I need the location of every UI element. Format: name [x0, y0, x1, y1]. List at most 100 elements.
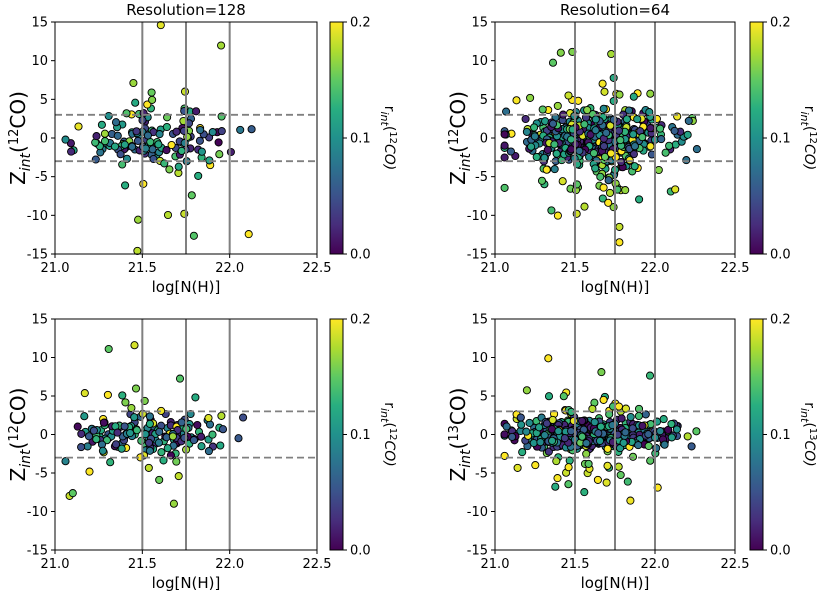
- scatter-point: [593, 475, 602, 484]
- scatter-point: [217, 41, 226, 50]
- cb-label-tail: CO): [381, 441, 397, 467]
- scatter-point: [589, 149, 598, 158]
- scatter-point: [512, 96, 521, 105]
- y-label-main: Z: [6, 171, 30, 185]
- scatter-point: [155, 475, 164, 484]
- scatter-point: [682, 156, 691, 165]
- scatter-point: [120, 140, 129, 149]
- y-tick-label: 5: [480, 390, 488, 405]
- scatter-point: [247, 125, 256, 134]
- scatter-point: [638, 133, 647, 142]
- scatter-point: [521, 114, 530, 124]
- scatter-point: [145, 419, 154, 428]
- scatter-point: [598, 79, 607, 88]
- x-tick-label: 21.0: [41, 557, 70, 572]
- scatter-point: [629, 92, 638, 101]
- scatter-point: [157, 448, 166, 457]
- x-axis-label: log[N(H)]: [581, 574, 650, 592]
- scatter-point: [189, 436, 198, 445]
- scatter-point: [172, 457, 181, 466]
- panel-4: 21.0 21.5 22.0 22.5 15 10 5 0 -5 -10 -15 log[N(H)] Z…: [446, 313, 818, 593]
- y-label-main: Z: [446, 468, 470, 482]
- scatter-point: [564, 91, 573, 100]
- scatter-point: [604, 198, 613, 207]
- scatter-point: [113, 428, 122, 437]
- y-tick-label: 5: [40, 93, 48, 108]
- y-label-paren: (: [6, 145, 30, 153]
- y-axis-label-text: Zint(13CO): [446, 388, 474, 482]
- x-tick-label: 22.0: [641, 261, 670, 276]
- colorbar-label-text: rint(12CO): [798, 106, 818, 171]
- y-axis-label: Zint(13CO): [446, 388, 474, 482]
- scatter-point: [683, 130, 692, 139]
- scatter-point: [205, 420, 215, 429]
- scatter-point: [626, 412, 635, 422]
- scatter-point: [194, 171, 203, 180]
- panel-title: Resolution=64: [560, 1, 670, 19]
- scatter-point: [692, 145, 701, 154]
- y-tick-label: -15: [467, 544, 488, 559]
- x-tick-label: 21.5: [561, 261, 590, 276]
- scatter-point: [626, 496, 635, 505]
- scatter-point: [527, 142, 536, 151]
- scatter-point: [531, 461, 540, 470]
- scatter-point: [615, 238, 624, 247]
- scatter-point: [217, 411, 226, 420]
- scatter-point: [131, 98, 140, 107]
- scatter-point: [614, 402, 623, 411]
- scatter-point: [100, 137, 110, 146]
- y-label-sub: int: [458, 152, 474, 171]
- scatter-point: [172, 127, 181, 136]
- y-label-sup: 12: [7, 425, 22, 442]
- scatter-point: [80, 389, 89, 398]
- y-tick-label: 5: [40, 390, 48, 405]
- scatter-point: [598, 194, 607, 203]
- scatter-point: [111, 118, 121, 127]
- scatter-point: [580, 202, 589, 211]
- points: [61, 341, 248, 508]
- scatter-point: [554, 427, 563, 436]
- scatter-point: [667, 433, 676, 442]
- colorbar-label-text: rint(13CO): [798, 402, 818, 467]
- scatter-point: [547, 206, 556, 215]
- scatter-point: [154, 438, 163, 447]
- scatter-point: [85, 467, 94, 476]
- scatter-point: [617, 414, 626, 423]
- y-label-sub: int: [458, 449, 474, 468]
- cb-label-tail: CO): [381, 144, 397, 170]
- scatter-point: [73, 422, 82, 431]
- colorbar-label-text: rint(12CO): [378, 106, 398, 171]
- y-tick-label: -5: [475, 467, 488, 482]
- scatter-point: [500, 130, 509, 139]
- scatter-point: [174, 472, 183, 481]
- scatter-point: [110, 142, 120, 151]
- y-tick-label: 0: [40, 428, 48, 443]
- x-tick-label: 21.5: [128, 261, 157, 276]
- scatter-point: [133, 136, 143, 145]
- scatter-point: [542, 419, 551, 428]
- scatter-point: [145, 446, 154, 455]
- scatter-point: [538, 105, 547, 114]
- x-tick-label: 21.0: [481, 557, 510, 572]
- scatter-point: [578, 416, 587, 426]
- scatter-point: [656, 427, 665, 436]
- scatter-point: [500, 430, 509, 439]
- scatter-point: [239, 413, 248, 422]
- y-tick-label: -5: [35, 467, 48, 482]
- colorbar-tick-label: 0.1: [350, 428, 371, 443]
- colorbar-label-text: rint(12CO): [378, 402, 398, 467]
- scatter-point: [628, 424, 637, 433]
- y-tick-label: -10: [27, 505, 48, 520]
- cb-label-main: r: [801, 106, 817, 112]
- scatter-point: [104, 344, 113, 354]
- scatter-point: [551, 482, 560, 491]
- y-axis-label: Zint(12CO): [446, 91, 474, 185]
- scatter-point: [599, 183, 608, 192]
- scatter-point: [116, 150, 125, 159]
- scatter-point: [134, 215, 143, 224]
- y-label-sub: int: [18, 449, 34, 468]
- scatter-point: [656, 124, 665, 133]
- scatter-point: [644, 430, 653, 439]
- scatter-point: [74, 122, 83, 131]
- cb-label-paren: (: [381, 422, 397, 427]
